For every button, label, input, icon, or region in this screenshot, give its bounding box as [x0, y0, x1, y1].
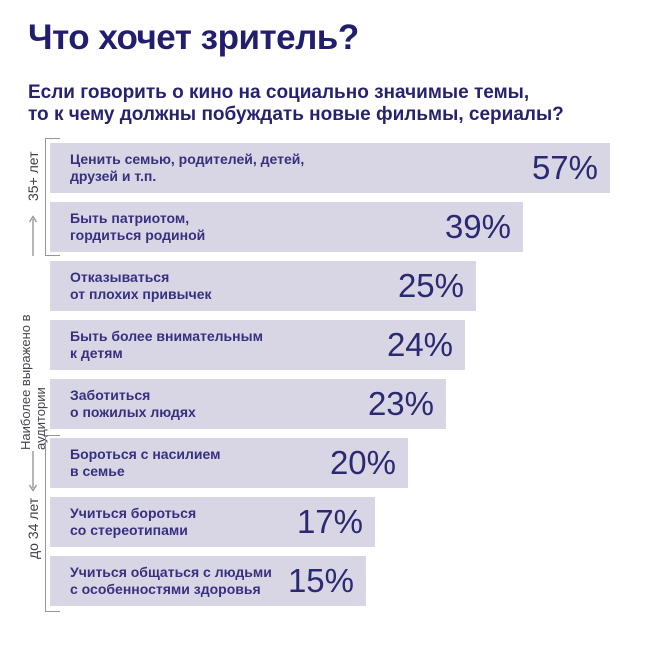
bar-row: Учиться бороться со стереотипами 17%	[50, 497, 375, 547]
bar-label: Заботиться о пожилых людях	[70, 387, 196, 420]
bar-row: Быть патриотом, гордиться родиной 39%	[50, 202, 523, 252]
arrow-up-icon	[28, 215, 38, 256]
bar-chart: Ценить семью, родителей, детей, друзей и…	[50, 143, 612, 615]
bar-value: 39%	[444, 208, 511, 245]
page-title: Что хочет зритель?	[28, 18, 359, 57]
bar-label: Учиться бороться со стереотипами	[70, 505, 197, 538]
bar-value: 15%	[287, 562, 354, 599]
bar-row: Ценить семью, родителей, детей, друзей и…	[50, 143, 610, 193]
bar-value: 24%	[386, 326, 453, 363]
group-bracket-under34	[45, 435, 60, 612]
bar-row: Заботиться о пожилых людях 23%	[50, 379, 446, 429]
group-label-under34: до 34 лет	[25, 497, 41, 559]
bar-row: Бороться с насилием в семье 20%	[50, 438, 408, 488]
bar-value: 25%	[397, 267, 464, 304]
page-subtitle: Если говорить о кино на социально значим…	[28, 82, 564, 125]
bar-label: Быть патриотом, гордиться родиной	[70, 210, 206, 243]
group-label-35plus: 35+ лет	[25, 151, 41, 201]
bar-label: Бороться с насилием в семье	[70, 446, 221, 479]
bar-row: Учиться общаться с людьми с особенностям…	[50, 556, 366, 606]
bar-label: Быть более внимательным к детям	[70, 328, 263, 361]
bar-value: 57%	[531, 149, 598, 186]
bar-label: Отказываться от плохих привычек	[70, 269, 212, 302]
bar-value: 20%	[329, 444, 396, 481]
bar-label: Учиться общаться с людьми с особенностям…	[70, 564, 272, 597]
bar-value: 23%	[367, 385, 434, 422]
arrow-down-icon	[28, 451, 38, 492]
axis-label-audience: Наиболее выражено в аудитории	[18, 314, 48, 451]
bar-row: Отказываться от плохих привычек 25%	[50, 261, 476, 311]
group-bracket-35plus	[45, 138, 60, 256]
bar-value: 17%	[296, 503, 363, 540]
bar-label: Ценить семью, родителей, детей, друзей и…	[70, 151, 305, 184]
bar-row: Быть более внимательным к детям 24%	[50, 320, 465, 370]
